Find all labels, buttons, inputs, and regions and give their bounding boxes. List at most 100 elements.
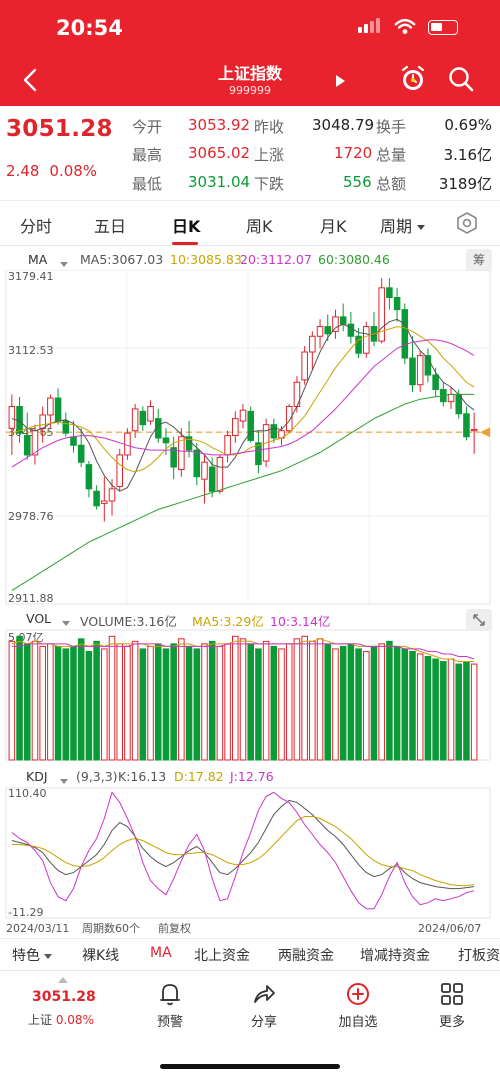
candle-body xyxy=(193,449,201,478)
candle-body xyxy=(224,435,231,456)
vol-indicator-label[interactable]: VOL xyxy=(26,611,52,626)
volume-value-label: VOLUME:3.16亿 xyxy=(80,614,177,629)
candle-body xyxy=(208,466,216,492)
category-bare-k[interactable]: 裸K线 xyxy=(82,948,120,964)
tab-period-dropdown[interactable]: 周期 xyxy=(380,213,426,237)
volume-bar xyxy=(247,643,254,761)
nav-alert-button[interactable]: 预警 xyxy=(140,981,200,1030)
ma-dropdown-icon[interactable] xyxy=(60,255,68,270)
candle-body xyxy=(239,409,247,422)
volume-bar xyxy=(393,645,401,761)
high-label: 最高 xyxy=(132,146,163,164)
kdj-params: (9,3,3) xyxy=(76,769,118,784)
ma10-value: 10:3085.83 xyxy=(170,252,242,267)
candle-body xyxy=(39,414,46,429)
nav-more-button[interactable]: 更多 xyxy=(422,981,482,1030)
tab-monthly-k[interactable]: 月K xyxy=(320,217,347,236)
next-index-icon[interactable] xyxy=(334,74,346,88)
ma-indicator-label[interactable]: MA xyxy=(28,252,48,267)
volume-bar xyxy=(447,658,455,761)
candle-body xyxy=(355,335,362,354)
category-special[interactable]: 特色 xyxy=(12,945,53,965)
category-holdings-change[interactable]: 增减持资金 xyxy=(360,948,430,964)
nav-add-watchlist-button[interactable]: 加自选 xyxy=(328,981,388,1030)
search-icon[interactable] xyxy=(447,65,475,93)
price-tick: 3179.41 xyxy=(8,270,54,283)
volume-bars xyxy=(8,635,478,761)
turnover-value: 0.69% xyxy=(444,116,492,134)
candle-body xyxy=(386,287,393,299)
index-code: 999999 xyxy=(229,84,271,97)
kdj-dropdown-icon[interactable] xyxy=(60,772,68,787)
volume-bar xyxy=(8,640,16,761)
volume-bar xyxy=(23,643,31,761)
change-amount: 2.48 xyxy=(6,162,40,180)
chevron-down-icon xyxy=(44,953,53,959)
category-margin[interactable]: 两融资金 xyxy=(278,948,334,964)
open-label: 今开 xyxy=(132,118,163,136)
volume-bar xyxy=(85,650,93,761)
candle-body xyxy=(47,397,54,416)
volume-ma10-label: 10:3.14亿 xyxy=(270,614,331,629)
candle-body xyxy=(316,326,324,337)
category-ma[interactable]: MA xyxy=(150,945,172,961)
quote-row-2: 最高 3065.02 上涨 1720 总量 3.16亿 xyxy=(132,144,496,164)
period-count: 周期数60个 xyxy=(82,922,140,935)
tab-intraday[interactable]: 分时 xyxy=(20,217,53,236)
candle-body xyxy=(131,408,139,432)
category-limit-up[interactable]: 打板资 xyxy=(458,948,500,964)
volume-bar xyxy=(101,648,108,761)
volume-bar xyxy=(70,645,77,761)
back-arrow-icon[interactable] xyxy=(18,66,44,94)
candle-body xyxy=(270,424,278,439)
nav-price: 3051.28 xyxy=(32,989,96,1005)
candle-body xyxy=(363,326,370,354)
kdj-bottom-tick: -11.29 xyxy=(8,906,43,919)
low-label: 最低 xyxy=(132,175,163,193)
volume-bar xyxy=(262,640,270,761)
volume-bar xyxy=(293,638,301,761)
volume-legend: VOL VOLUME:3.16亿 MA5:3.29亿 10:3.14亿 xyxy=(0,609,500,629)
volume-ma10-line xyxy=(11,643,475,660)
alarm-clock-icon[interactable] xyxy=(398,64,428,94)
volume-bar xyxy=(309,640,316,761)
quote-row-3: 最低 3031.04 下跌 556 总额 3189亿 xyxy=(132,173,496,193)
open-value: 3053.92 xyxy=(188,116,251,134)
nav-pct: 0.08% xyxy=(55,1013,94,1027)
quote-row-1: 今开 3053.92 昨收 3048.79 换手 0.69% xyxy=(132,116,496,136)
nav-index-name: 上证 xyxy=(28,1013,53,1027)
volume-bar xyxy=(208,640,216,761)
adjustment-mode[interactable]: 前复权 xyxy=(158,921,191,935)
candle-body xyxy=(16,406,23,434)
volume-bar xyxy=(216,645,224,761)
category-northbound[interactable]: 北上资金 xyxy=(194,948,250,964)
expand-arrows-icon xyxy=(473,614,485,626)
volume-bar xyxy=(270,645,278,761)
candle-body xyxy=(301,351,308,381)
kdj-indicator-label[interactable]: KDJ xyxy=(26,769,48,784)
candle-body xyxy=(332,316,339,332)
volume-bar xyxy=(409,650,416,761)
nav-share-button[interactable]: 分享 xyxy=(234,981,294,1030)
tab-daily-k[interactable]: 日K xyxy=(172,217,201,236)
kdj-k-value: K:16.13 xyxy=(118,769,167,784)
candle-body xyxy=(101,500,108,504)
volume-bar xyxy=(316,638,324,761)
expand-icon[interactable] xyxy=(466,609,492,631)
tab-weekly-k[interactable]: 周K xyxy=(246,217,273,236)
add-circle-icon xyxy=(347,983,369,1005)
chips-button[interactable]: 筹 xyxy=(466,249,492,271)
x-end-date: 2024/06/07 xyxy=(418,922,481,935)
kdj-grid xyxy=(5,787,491,919)
vol-dropdown-icon[interactable] xyxy=(62,614,70,629)
tab-five-day[interactable]: 五日 xyxy=(94,217,127,236)
kline-chart[interactable]: 3179.41 3112.53 3045.65 2978.76 2911.88 … xyxy=(0,270,500,950)
volume-bar xyxy=(463,661,470,761)
home-indicator[interactable] xyxy=(160,1064,340,1069)
volume-bar xyxy=(93,640,100,761)
settings-hexagon-icon[interactable] xyxy=(456,212,478,234)
candle-body xyxy=(401,309,409,359)
volume-bar xyxy=(363,650,370,761)
candle-body xyxy=(470,429,478,432)
volume-bar xyxy=(16,635,23,761)
